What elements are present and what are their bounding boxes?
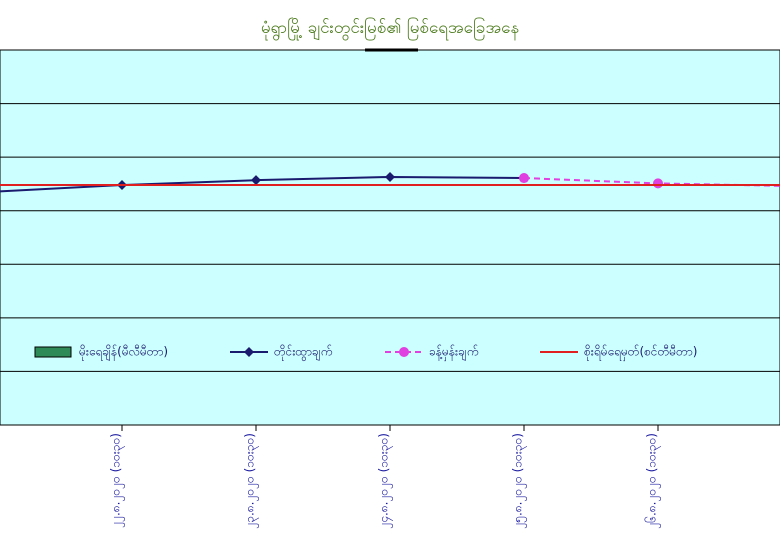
legend-label: စိုးရိမ်ရေမှတ်(စင်တီမီတာ) [584,344,697,362]
legend-label: မိုးရေချိန်(မီလီမီတာ) [79,344,168,362]
plot-area [0,49,780,426]
point [385,171,395,182]
x-tick-label: ၂၇.၈.၂၀၂၀ (၁၀း၃၀) [779,433,780,529]
point [251,175,261,186]
legend-label: ခန့်မှန်းချက် [429,344,478,362]
chart-title: မုံရွာမြို့ ချင်းတွင်းမြစ်၏ မြစ်ရေအခြေအန… [261,16,519,41]
x-tick-label: ၂၃.၈.၂၀၂၀ (၁၀း၃၀) [243,433,260,529]
legend-marker [244,347,254,357]
legend-label: တိုင်းထွာချက် [274,344,332,362]
x-tick-label: ၂၅.၈.၂၀၂၀ (၁၀း၃၀) [511,433,528,529]
point [653,178,663,189]
legend-swatch [34,346,72,358]
x-tick-label: ၂၂.၈.၂၀၂၀ (၁၀း၃၀) [109,433,126,528]
x-tick-label: ၂၆.၈.၂၀၂၀ (၁၀း၃၀) [644,433,662,529]
point [519,173,529,184]
x-tick-label: ၂၄.၈.၂၀၂၀ (၁၀း၃၀) [377,433,394,529]
legend-marker [399,347,409,357]
